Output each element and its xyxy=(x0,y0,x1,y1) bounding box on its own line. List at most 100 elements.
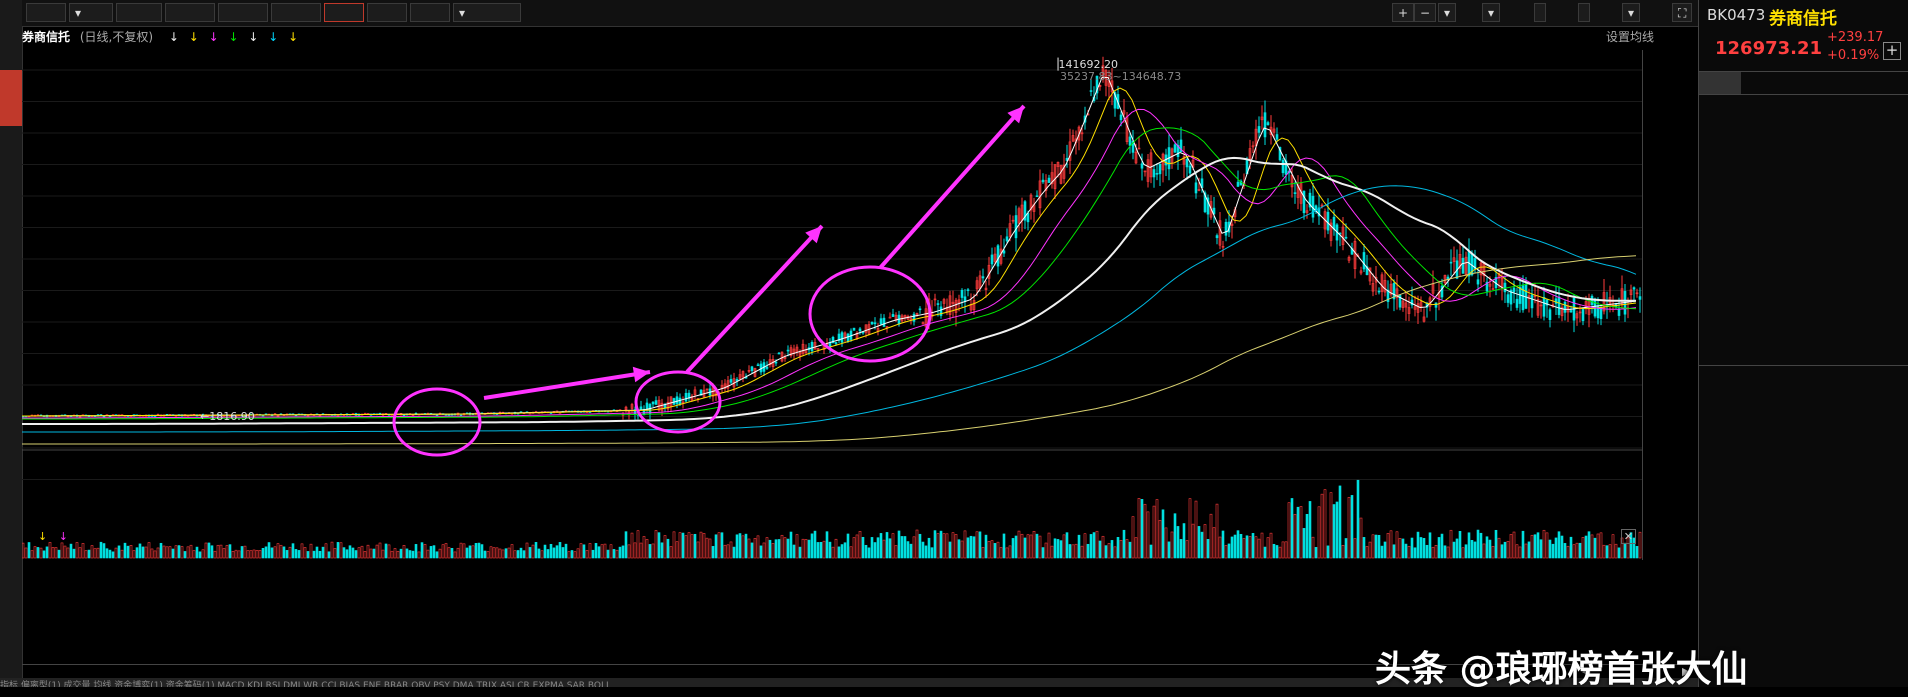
period-tab-2[interactable] xyxy=(116,3,162,22)
quote-tab-3[interactable] xyxy=(1825,72,1867,94)
volume-bar xyxy=(282,546,286,559)
volume-bar xyxy=(729,541,733,559)
candle-body xyxy=(972,300,976,311)
candle-body xyxy=(1362,252,1366,270)
volume-bar xyxy=(561,547,565,559)
nav-item-8[interactable] xyxy=(0,496,22,552)
period-tab-4[interactable] xyxy=(218,3,268,22)
volume-bar xyxy=(693,533,697,559)
volume-bar xyxy=(1107,543,1111,559)
volume-bar xyxy=(993,543,997,559)
candle-body xyxy=(1320,204,1324,207)
nav-item-6[interactable] xyxy=(0,372,22,432)
volume-bar xyxy=(783,537,787,559)
period-tab-1[interactable]: ▾ xyxy=(69,3,113,22)
nav-item-2[interactable] xyxy=(0,132,22,184)
volume-bar xyxy=(798,546,802,559)
zoom-out-button[interactable]: − xyxy=(1414,3,1437,22)
tick-row xyxy=(1703,485,1905,504)
toolbar-right-1[interactable]: ▾ xyxy=(1482,3,1501,22)
fullscreen-icon[interactable]: ⛶ xyxy=(1672,3,1693,22)
volume-bar xyxy=(1161,509,1165,559)
volume-bar xyxy=(1254,536,1258,559)
candle-body xyxy=(1011,219,1015,222)
candle-body xyxy=(681,401,685,404)
toolbar-right-0[interactable]: ▾ xyxy=(1438,3,1457,22)
quote-tab-1[interactable] xyxy=(1741,72,1783,94)
candle-body xyxy=(1221,245,1225,248)
volume-bar xyxy=(1089,534,1093,559)
period-tab-9[interactable]: ▾ xyxy=(453,3,521,22)
period-tab-7[interactable] xyxy=(367,3,407,22)
candle-body xyxy=(1449,261,1453,264)
candle-body xyxy=(990,254,994,265)
volume-bar xyxy=(1281,541,1285,559)
candle-body xyxy=(957,299,961,303)
volume-bar xyxy=(879,533,883,559)
candle-body xyxy=(1272,128,1276,133)
candle-body xyxy=(1326,211,1330,231)
period-tab-6[interactable] xyxy=(324,3,364,22)
nav-item-1[interactable] xyxy=(0,70,22,126)
volume-bar xyxy=(1053,538,1057,559)
volume-bar xyxy=(819,541,823,559)
volume-bar xyxy=(495,547,499,559)
volume-bar xyxy=(1380,545,1384,559)
candle-body xyxy=(960,289,964,298)
period-tab-0[interactable] xyxy=(26,3,66,22)
candle-body xyxy=(1230,223,1234,226)
volume-bar xyxy=(1566,545,1570,559)
candle-body xyxy=(1218,220,1222,246)
toolbar-right-2[interactable] xyxy=(1534,3,1546,22)
close-icon[interactable]: ✕ xyxy=(1620,529,1636,544)
volume-bar xyxy=(84,550,88,559)
volume-bar xyxy=(315,546,319,559)
ma-settings-button[interactable]: 设置均线 xyxy=(1605,30,1654,44)
volume-bar xyxy=(333,548,337,559)
volume-bar xyxy=(1218,536,1222,559)
zoom-in-button[interactable]: + xyxy=(1392,3,1415,22)
period-tab-5[interactable] xyxy=(271,3,321,22)
period-tab-3[interactable] xyxy=(165,3,215,22)
volume-bar xyxy=(156,547,160,559)
nav-item-4[interactable] xyxy=(0,248,22,304)
candle-body xyxy=(1050,172,1054,185)
nav-item-3[interactable] xyxy=(0,190,22,242)
volume-bar xyxy=(1368,541,1372,559)
nav-item-5[interactable] xyxy=(0,310,22,366)
candle-body xyxy=(1554,298,1558,304)
volume-bar xyxy=(543,544,547,559)
candle-body xyxy=(966,289,970,291)
scroll-right-icon[interactable]: ▶ xyxy=(1682,665,1691,678)
volume-bar xyxy=(1314,547,1318,559)
quote-tab-2[interactable] xyxy=(1783,72,1825,94)
volume-bar xyxy=(954,534,958,559)
volume-bar xyxy=(1440,533,1444,559)
volume-bar xyxy=(1245,535,1249,559)
volume-bar xyxy=(1155,499,1159,559)
nav-item-7[interactable] xyxy=(0,440,22,488)
tick-row xyxy=(1703,581,1905,600)
volume-bar xyxy=(750,542,754,559)
volume-bar xyxy=(1260,532,1264,559)
ma20-line xyxy=(22,108,1637,419)
candle-body xyxy=(1560,307,1564,317)
quote-tab-0[interactable] xyxy=(1699,72,1741,94)
toolbar-right-3[interactable] xyxy=(1578,3,1590,22)
volume-bar xyxy=(1623,542,1627,559)
volume-bar xyxy=(669,546,673,559)
scroll-left-icon[interactable]: ◀ xyxy=(1582,665,1591,678)
volume-bar xyxy=(237,550,241,559)
candle-body xyxy=(768,359,772,366)
toolbar-right-4[interactable]: ▾ xyxy=(1622,3,1641,22)
nav-item-0[interactable] xyxy=(0,4,22,60)
volume-bar xyxy=(1083,533,1087,559)
volume-bar xyxy=(195,546,199,559)
add-watchlist-icon[interactable]: + xyxy=(1883,42,1901,60)
volume-bar xyxy=(372,548,376,559)
period-tab-8[interactable] xyxy=(410,3,450,22)
volume-bar xyxy=(480,544,484,559)
indicator-bar[interactable]: 指标 偏离型(1) 成交量 均线 资金博弈(1) 资金筹码(1) MACD KD… xyxy=(0,678,1698,687)
quote-tab-4[interactable] xyxy=(1867,72,1908,94)
